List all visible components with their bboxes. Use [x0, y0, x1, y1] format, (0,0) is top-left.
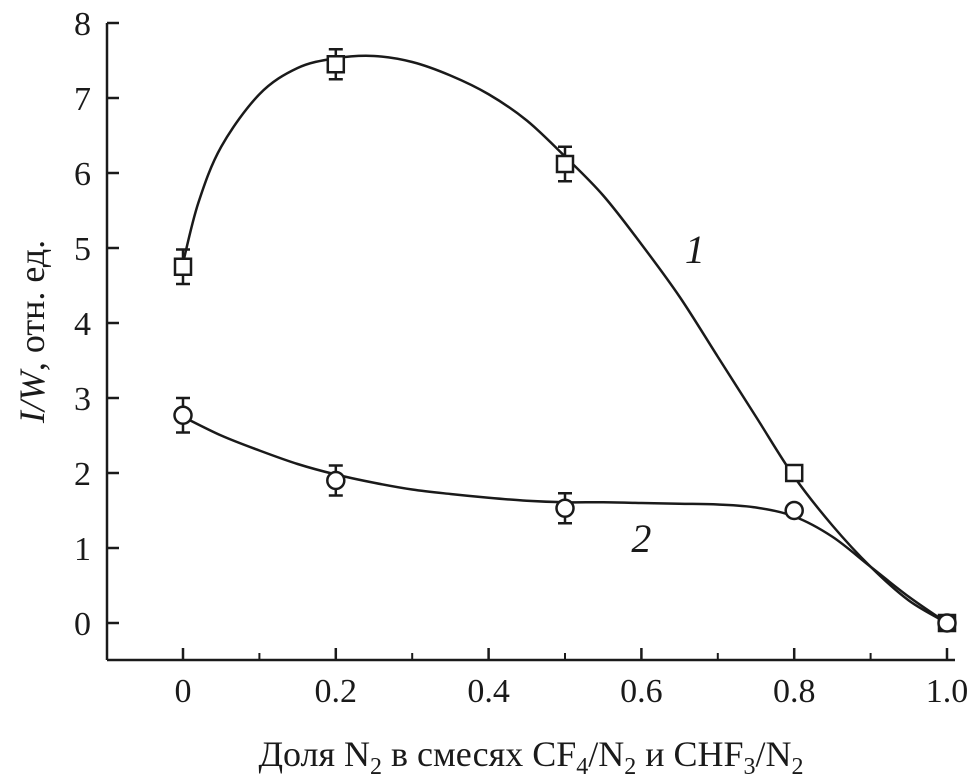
x-axis-label-text: /N	[588, 734, 624, 774]
y-axis-label-rest: , отн. ед.	[12, 240, 52, 371]
series-1-square-marker	[326, 55, 346, 74]
x-tick-label: 0.8	[773, 673, 816, 710]
y-tick-label: 2	[74, 456, 91, 493]
y-axis-label-italic: I/W	[12, 368, 52, 424]
y-tick-label: 3	[74, 381, 91, 418]
x-axis-label-text: Доля N	[258, 734, 370, 774]
y-tick-label: 7	[74, 81, 91, 118]
x-axis-label-text: /N	[756, 734, 792, 774]
series-2-circle-marker	[326, 470, 346, 491]
series-2-circle-marker	[937, 613, 957, 633]
x-tick-label: 0	[175, 673, 192, 710]
y-tick-label: 6	[74, 156, 91, 193]
y-axis-label-group: I/W, отн. ед.	[12, 240, 52, 424]
x-axis-label-text: и CHF	[636, 734, 743, 774]
x-tick-label: 0.4	[467, 673, 510, 710]
x-axis-label-text: в смесях CF	[382, 734, 576, 774]
series-1-square-marker	[555, 154, 575, 174]
series-1-curve	[181, 54, 948, 625]
x-axis-label-subscript: 2	[624, 754, 636, 780]
y-tick-label: 4	[74, 306, 91, 343]
series-2-circle-marker	[784, 500, 804, 521]
series-2-circle-marker	[173, 405, 193, 425]
series-1-square-marker	[784, 463, 804, 483]
markers-group	[173, 48, 957, 633]
y-tick-label: 8	[74, 6, 91, 43]
x-tick-label: 0.6	[620, 673, 663, 710]
series-1-label: 1	[685, 227, 705, 272]
series-2-label: 2	[631, 516, 651, 561]
y-tick-label: 5	[74, 231, 91, 268]
x-axis-label-subscript: 2	[792, 754, 804, 780]
x-axis-label-subscript: 4	[576, 754, 588, 780]
curves-group	[181, 54, 948, 625]
y-axis-label: I/W, отн. ед.	[12, 240, 52, 424]
x-tick-label: 0.2	[315, 673, 358, 710]
labels-group: 12	[631, 227, 704, 561]
x-axis-label: Доля N2 в смесях CF4/N2 и CHF3/N2	[258, 734, 803, 780]
y-tick-label: 1	[74, 531, 91, 568]
series-2-circle-marker	[555, 498, 575, 518]
x-tick-label: 1.0	[926, 673, 969, 710]
series-1-square-marker	[173, 257, 193, 276]
x-axis-label-subscript: 2	[370, 754, 382, 780]
x-axis-label-subscript: 3	[744, 754, 756, 780]
y-tick-label: 0	[74, 606, 91, 643]
